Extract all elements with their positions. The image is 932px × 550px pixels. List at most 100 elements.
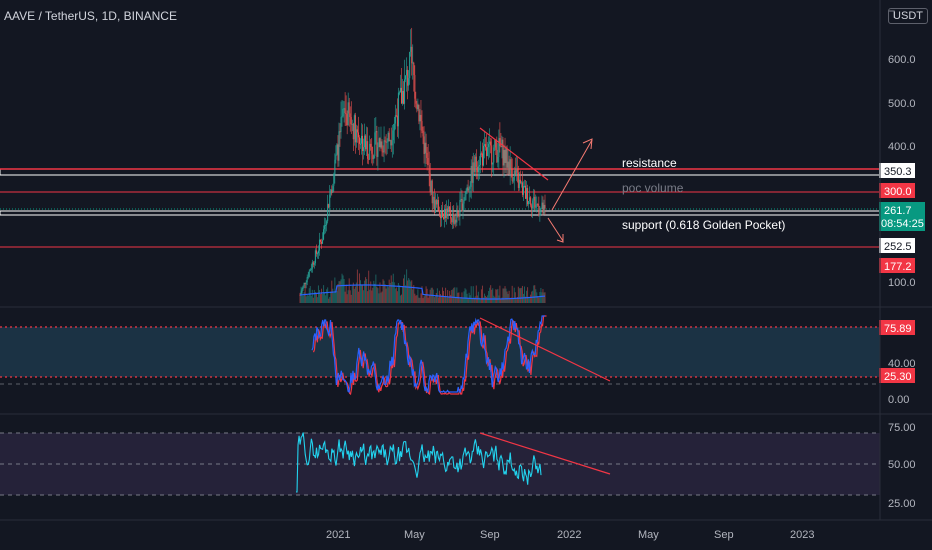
candle-body	[405, 75, 407, 80]
trendline-price[interactable]	[479, 127, 549, 181]
time-tick: Sep	[714, 529, 734, 541]
volume-bar	[471, 298, 473, 303]
candle-body	[377, 146, 379, 157]
time-tick: 2021	[326, 529, 350, 541]
volume-bar	[479, 298, 481, 303]
price-tick: 400.0	[888, 141, 916, 153]
candle-body	[486, 147, 488, 156]
candle-body	[332, 185, 334, 193]
arrow-up[interactable]	[551, 139, 593, 211]
volume-bar	[325, 295, 327, 303]
volume-bar	[366, 278, 368, 303]
candle-body	[368, 158, 370, 160]
candle-body	[323, 229, 325, 240]
volume-bar	[435, 292, 437, 303]
candle-body	[350, 116, 352, 125]
candle-body	[436, 199, 438, 205]
candle-body	[320, 239, 322, 242]
volume-bar	[305, 296, 307, 303]
candle-body	[482, 145, 484, 166]
candle-body	[505, 147, 507, 163]
candle-body	[311, 262, 313, 269]
candle-body	[343, 108, 345, 110]
support-label[interactable]: support (0.618 Golden Pocket)	[622, 218, 785, 232]
osc-axis[interactable]: 75.00 50.00 25.00	[888, 422, 916, 510]
candle-body	[392, 130, 394, 141]
candle-body	[490, 141, 492, 146]
volume-bar	[386, 285, 388, 303]
volume-bar	[500, 298, 502, 303]
candle-body	[373, 155, 375, 160]
volume-bar	[434, 296, 436, 303]
osc-tick: 75.00	[888, 422, 916, 434]
volume-bar	[544, 292, 546, 303]
volume-bar	[353, 288, 355, 303]
volume-bar	[413, 285, 415, 303]
candle-body	[396, 115, 398, 127]
candle-body	[426, 152, 428, 158]
volume-bar	[315, 292, 317, 303]
candle-body	[451, 218, 453, 223]
resistance-band[interactable]	[0, 168, 881, 176]
poc-label[interactable]: poc volume	[622, 181, 684, 195]
candle-body	[495, 139, 497, 150]
volume-bar	[408, 278, 410, 303]
volume-bar	[385, 288, 387, 303]
candle-body	[318, 239, 320, 251]
candle-body	[382, 151, 384, 153]
candle-body	[432, 196, 434, 204]
volume-bar	[339, 281, 341, 303]
trendline-osc[interactable]	[479, 432, 611, 475]
candle-body	[367, 141, 369, 159]
candle-body	[510, 159, 512, 170]
candle-body	[354, 115, 356, 143]
candle-body	[361, 135, 363, 144]
volume-bar	[496, 289, 498, 303]
candle-body	[363, 147, 365, 152]
volume-bar	[388, 279, 390, 303]
volume-bar	[494, 296, 496, 303]
candle-body	[303, 283, 305, 286]
price-axis[interactable]: 600.0 500.0 400.0 100.0	[888, 54, 916, 289]
candle-body	[448, 206, 450, 210]
currency-button[interactable]: USDT	[888, 8, 928, 24]
candle-body	[474, 156, 476, 172]
candle-body	[472, 162, 474, 183]
volume-bar	[392, 273, 394, 303]
volume-bar	[397, 282, 399, 303]
candle-body	[538, 205, 540, 216]
volume-bar	[510, 297, 512, 303]
candle-body	[395, 115, 397, 117]
volume-bar	[338, 281, 340, 303]
volume-bar	[454, 287, 456, 303]
candle-body	[458, 215, 460, 217]
candle-body	[487, 147, 489, 156]
volume-bar	[369, 289, 371, 303]
volume-bar	[459, 298, 461, 303]
lock-icon[interactable]: ⊓	[886, 7, 896, 21]
volume-bar	[312, 297, 314, 303]
volume-bar	[320, 293, 322, 303]
volume-bar	[382, 279, 384, 303]
volume-bar	[536, 292, 538, 303]
candle-body	[378, 138, 380, 147]
volume-bar	[361, 284, 363, 303]
arrow-down-head	[556, 234, 564, 243]
time-axis[interactable]: 2021 May Sep 2022 May Sep 2023	[326, 529, 814, 541]
volume-bar	[514, 292, 516, 303]
arrow-down[interactable]	[547, 217, 564, 242]
volume-bar	[455, 297, 457, 303]
candle-body	[390, 140, 392, 146]
volume-bar	[484, 293, 486, 303]
trendline-rsi[interactable]	[479, 317, 611, 382]
candle-body	[421, 121, 423, 131]
volume-bar	[374, 283, 376, 303]
price-tick: 100.0	[888, 277, 916, 289]
resistance-label[interactable]: resistance	[622, 156, 677, 170]
candle-body	[336, 144, 338, 155]
volume-bar	[502, 288, 504, 303]
rsi-axis[interactable]: 40.00 0.00	[888, 358, 916, 406]
candle-body	[327, 204, 329, 222]
volume-bar	[472, 286, 474, 303]
